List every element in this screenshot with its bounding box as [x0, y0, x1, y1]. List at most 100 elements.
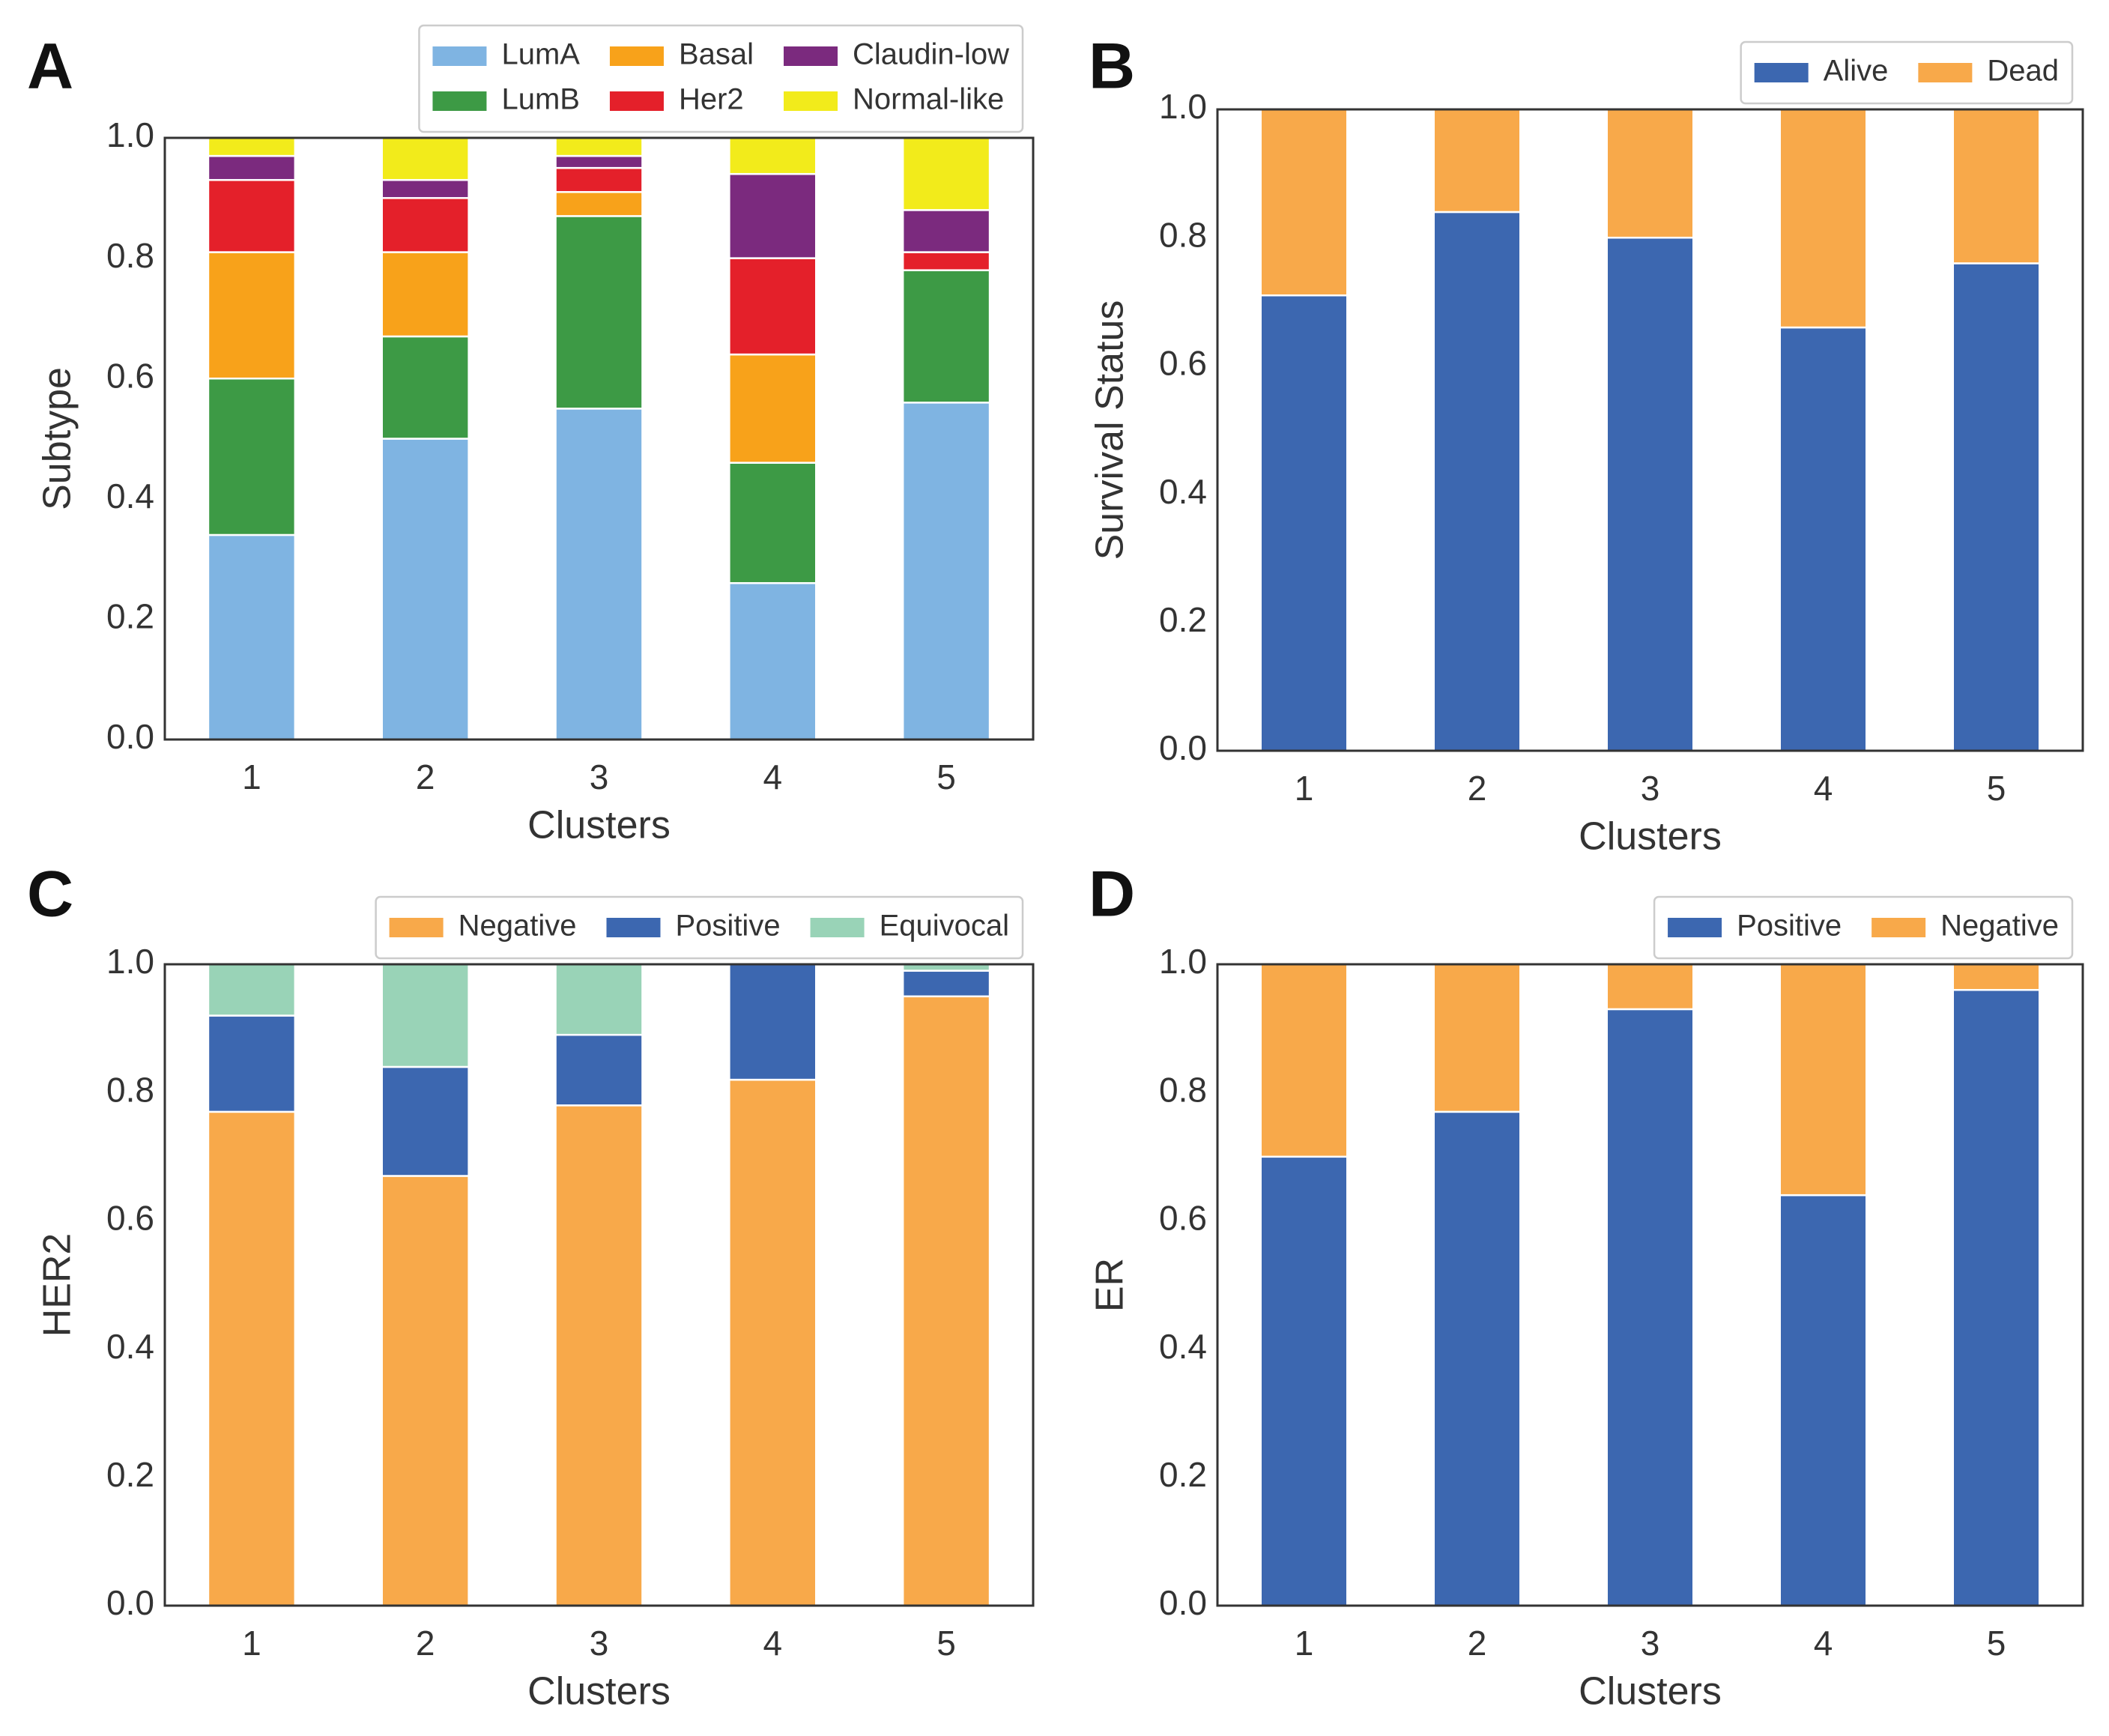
legend-label: Negative	[1940, 910, 2059, 943]
legend-label: Her2	[679, 83, 744, 116]
y-tick-label: 0.2	[1159, 1455, 1207, 1494]
bar-segment	[381, 251, 470, 338]
x-tick-label: 3	[590, 1624, 609, 1663]
bar-segment	[554, 136, 644, 157]
y-tick-label: 1.0	[106, 115, 154, 154]
y-tick-label: 0.2	[106, 1455, 154, 1494]
legend-label: LumA	[501, 38, 580, 71]
y-tick-label: 0.4	[106, 1327, 154, 1366]
legend-swatch	[606, 918, 661, 937]
legend-label: Normal-like	[853, 83, 1004, 116]
bar-segment	[207, 136, 297, 157]
bar-segment	[554, 408, 644, 741]
bar-segment	[207, 1014, 297, 1113]
bar-segment	[554, 963, 644, 1036]
bar-segment	[207, 154, 297, 181]
legend-swatch	[432, 46, 487, 66]
panel-label: C	[27, 859, 73, 931]
legend-swatch	[1754, 63, 1809, 82]
bar-segment	[207, 377, 297, 536]
y-tick-label: 0.6	[1159, 344, 1207, 383]
y-axis-label: ER	[1089, 1258, 1132, 1312]
legend-label: Positive	[1737, 910, 1842, 943]
x-tick-label: 5	[937, 1624, 956, 1663]
bar-segment	[728, 353, 817, 464]
legend-swatch	[389, 918, 444, 937]
bar-segment	[901, 995, 991, 1607]
bar-segment	[207, 533, 297, 741]
bar-segment	[1259, 963, 1349, 1158]
legend-frame	[375, 895, 1024, 960]
bar-segment	[207, 963, 297, 1017]
y-axis-label: Subtype	[36, 367, 79, 510]
bar-segment	[728, 172, 817, 259]
y-tick-label: 0.6	[106, 1199, 154, 1238]
x-axis-label: Clusters	[1579, 1670, 1722, 1714]
x-axis-label: Clusters	[1579, 815, 1722, 859]
x-axis-label: Clusters	[527, 804, 671, 847]
bar-segment	[728, 963, 817, 1081]
y-tick-label: 1.0	[1159, 942, 1207, 981]
y-tick-label: 0.2	[106, 597, 154, 636]
bar-segment	[1259, 1155, 1349, 1607]
bar-segment	[1779, 108, 1868, 329]
bar-segment	[901, 269, 991, 404]
bar-segment	[1606, 236, 1695, 752]
legend: LumA LumB Basal Her2 Claudin-low Normal-like	[418, 24, 1024, 133]
x-tick-label: 3	[1641, 1624, 1660, 1663]
panel-label: B	[1089, 31, 1135, 103]
bar-segment	[381, 197, 470, 253]
panel-label: A	[27, 31, 73, 103]
bar-segment	[554, 191, 644, 217]
legend-frame	[418, 24, 1024, 133]
bar-segment	[1259, 108, 1349, 297]
bar-segment	[1779, 963, 1868, 1197]
bar-segment	[1606, 1008, 1695, 1607]
legend-label: Claudin-low	[853, 38, 1009, 71]
bar-segment	[728, 581, 817, 741]
bar-segment	[1432, 108, 1522, 214]
legend-swatch	[609, 91, 664, 111]
bar-segment	[381, 1065, 470, 1177]
x-tick-label: 4	[1814, 769, 1833, 808]
bar-segment	[381, 136, 470, 181]
bar-segment	[554, 1104, 644, 1607]
axes-frame	[163, 136, 1035, 741]
legend-label: Alive	[1824, 55, 1889, 88]
bar-segment	[1952, 963, 2041, 991]
x-tick-label: 4	[763, 1624, 783, 1663]
bar-segment	[1432, 211, 1522, 752]
bar-segment	[381, 335, 470, 440]
bar-segment	[207, 1110, 297, 1607]
bar-segment	[1606, 963, 1695, 1011]
y-axis-label: HER2	[36, 1233, 79, 1337]
legend-swatch	[1872, 918, 1926, 937]
legend: Negative Positive Equivocal	[375, 895, 1024, 960]
bar-segment	[1779, 1194, 1868, 1607]
legend-label: LumB	[501, 83, 580, 116]
y-tick-label: 0.8	[106, 1070, 154, 1109]
x-tick-label: 2	[416, 1624, 435, 1663]
bar-segment	[1259, 294, 1349, 752]
y-tick-label: 0.4	[1159, 472, 1207, 511]
y-tick-label: 1.0	[106, 942, 154, 981]
bar-segment	[554, 215, 644, 410]
legend: Alive Dead	[1740, 40, 2074, 105]
x-tick-label: 4	[1814, 1624, 1833, 1663]
bar-segment	[554, 1033, 644, 1107]
legend-swatch	[784, 91, 838, 111]
bar-segment	[901, 251, 991, 271]
y-tick-label: 0.8	[1159, 1070, 1207, 1109]
bar-segment	[1432, 1110, 1522, 1607]
x-tick-label: 1	[1295, 1624, 1314, 1663]
bar-segment	[554, 154, 644, 169]
bar-segment	[728, 462, 817, 584]
x-tick-label: 4	[763, 757, 783, 796]
bar-segment	[1952, 262, 2041, 752]
x-tick-label: 5	[1987, 1624, 2006, 1663]
legend-swatch	[1918, 63, 1973, 82]
y-tick-label: 0.8	[106, 236, 154, 275]
x-tick-label: 5	[1987, 769, 2006, 808]
bar-segment	[728, 136, 817, 175]
